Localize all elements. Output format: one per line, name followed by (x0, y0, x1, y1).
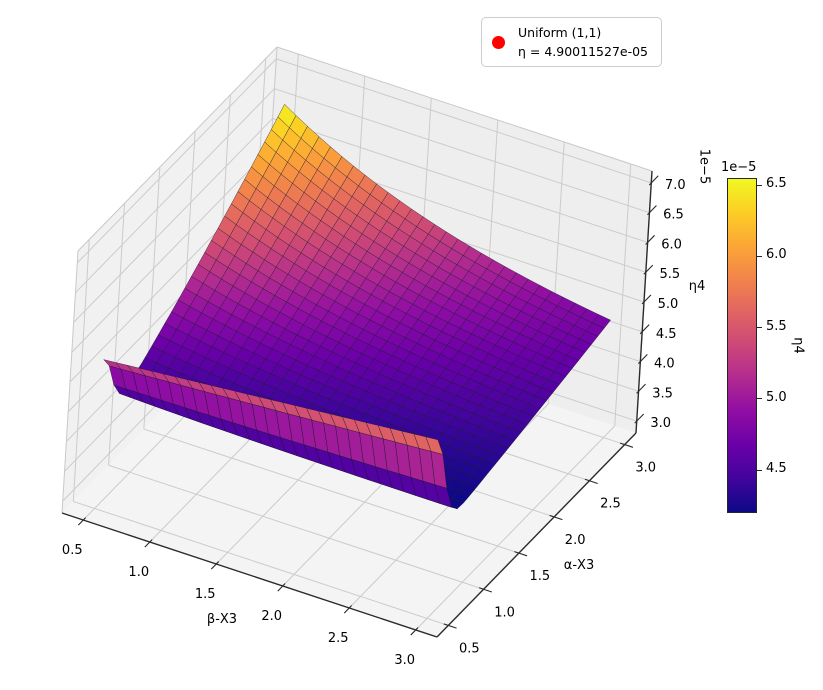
colorbar-tick-label: 5.5 (766, 318, 787, 334)
colorbar: 1e−5 η4 4.5 5.0 5.5 6.0 6.5 (721, 160, 806, 513)
svg-text:3.0: 3.0 (650, 416, 671, 431)
colorbar-tick-label: 4.5 (766, 461, 787, 477)
x-axis-label: β-X3 (206, 612, 238, 627)
svg-text:0.5: 0.5 (62, 543, 83, 558)
colorbar-tick-label: 6.0 (766, 247, 787, 263)
svg-text:3.0: 3.0 (394, 653, 415, 668)
z-axis-offset-text: 1e−5 (696, 148, 712, 185)
svg-text:1.0: 1.0 (494, 605, 515, 620)
svg-text:1.5: 1.5 (195, 587, 216, 602)
svg-text:4.0: 4.0 (654, 357, 675, 372)
surface-mesh (103, 104, 611, 510)
colorbar-gradient (727, 178, 757, 513)
colorbar-tick-mark (757, 398, 762, 400)
colorbar-tick-label: 6.5 (766, 176, 787, 192)
svg-text:3.5: 3.5 (652, 386, 673, 401)
legend: Uniform (1,1) η = 4.90011527e-05 (481, 17, 662, 67)
svg-text:1.5: 1.5 (530, 569, 551, 584)
tick-labels: 0.5 1.0 1.5 2.0 2.5 3.0 0.5 1.0 1.5 2.0 2.5 3.0 3.0 3… (62, 178, 686, 668)
svg-text:2.0: 2.0 (261, 609, 282, 624)
legend-label-line1: Uniform (1,1) (518, 25, 602, 40)
svg-text:5.0: 5.0 (658, 297, 679, 312)
legend-label-line2: η = 4.90011527e-05 (518, 44, 648, 59)
svg-text:2.5: 2.5 (328, 631, 349, 646)
svg-text:6.5: 6.5 (663, 208, 684, 223)
svg-text:4.5: 4.5 (656, 327, 677, 342)
svg-text:3.0: 3.0 (635, 461, 656, 476)
colorbar-tick-mark (757, 255, 762, 257)
colorbar-tick-mark (757, 469, 762, 471)
svg-text:2.0: 2.0 (565, 533, 586, 548)
svg-text:0.5: 0.5 (459, 641, 480, 656)
colorbar-tick-mark (757, 184, 762, 186)
z-axis-label: η4 (688, 279, 706, 294)
svg-text:7.0: 7.0 (665, 178, 686, 193)
svg-text:5.5: 5.5 (659, 267, 680, 282)
legend-marker-dot-icon (492, 35, 505, 49)
colorbar-tick-mark (757, 327, 762, 329)
legend-text: Uniform (1,1) η = 4.90011527e-05 (518, 23, 648, 61)
colorbar-label: η4 (790, 337, 806, 354)
y-axis-label: α-X3 (563, 558, 595, 573)
colorbar-offset-text: 1e−5 (721, 160, 757, 175)
svg-text:1.0: 1.0 (128, 565, 149, 580)
colorbar-tick-label: 5.0 (766, 389, 787, 405)
svg-text:6.0: 6.0 (661, 237, 682, 252)
tick-marks (77, 175, 659, 636)
svg-text:2.5: 2.5 (600, 497, 621, 512)
